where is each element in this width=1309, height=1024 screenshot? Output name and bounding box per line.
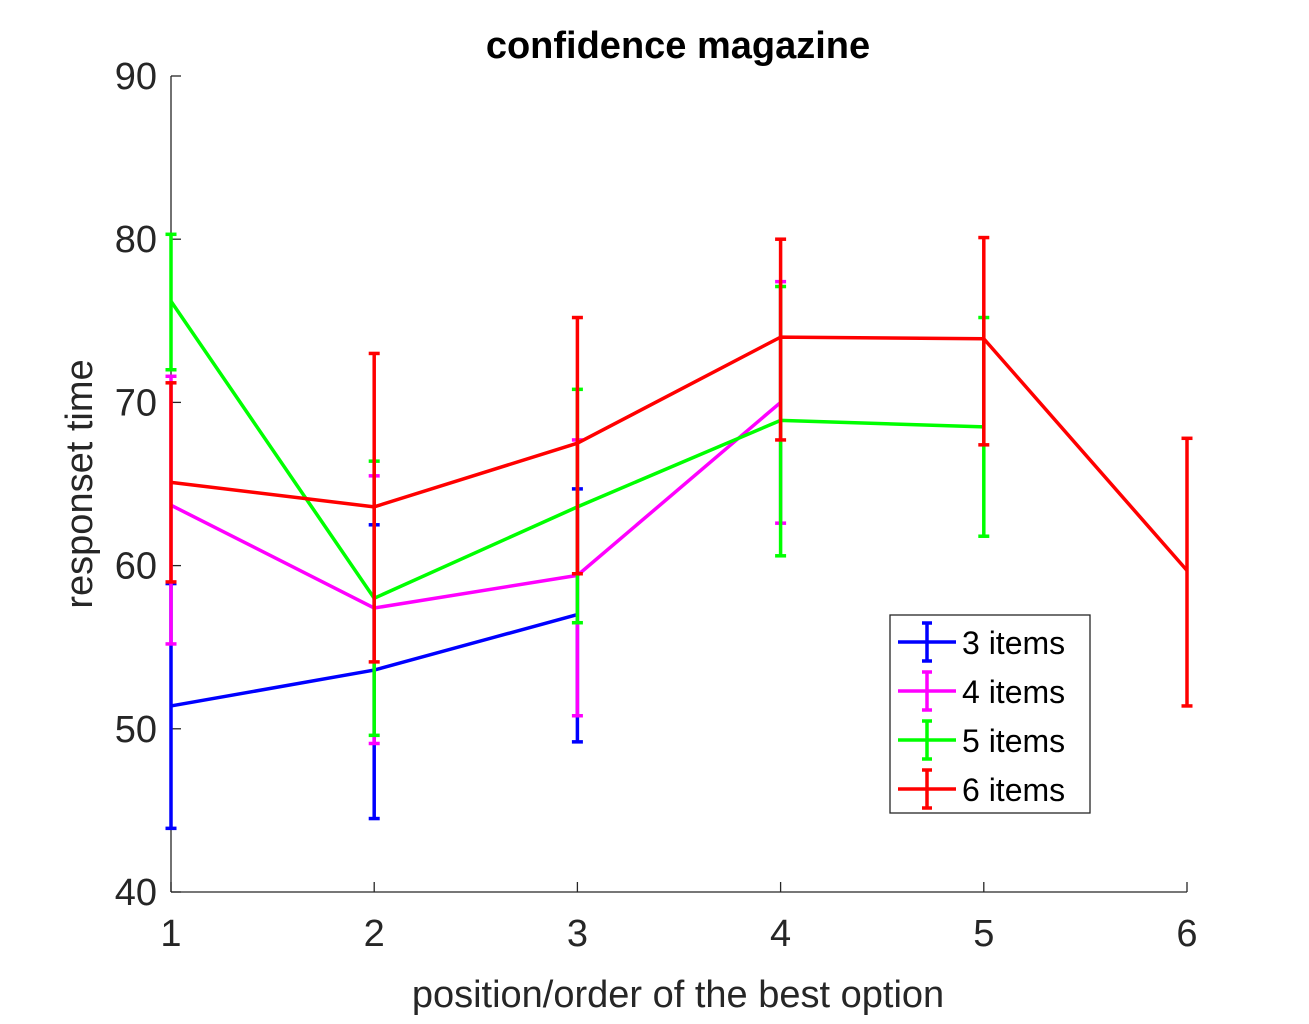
legend-label: 6 items [962,772,1065,808]
y-tick-label: 50 [115,709,157,751]
legend-box [889,614,1091,814]
legend-label: 4 items [962,674,1065,710]
series-2 [165,279,787,746]
legend-entry: 3 items [898,621,1065,663]
series-line [170,401,782,610]
legend: 3 items 4 items 5 items 6 items [889,614,1091,814]
series-line [170,335,1189,572]
y-axis-label: responset time [59,359,101,608]
chart-title: confidence magazine [486,25,870,67]
x-tick-label: 5 [973,913,994,955]
x-tick-label: 3 [567,913,588,955]
legend-label: 3 items [962,625,1065,661]
y-tick-label: 70 [115,382,157,424]
y-tick-label: 90 [115,56,157,98]
legend-label: 5 items [962,723,1065,759]
x-tick-label: 4 [770,913,791,955]
series-4 [165,235,1193,708]
y-tick-label: 40 [115,872,157,914]
plot-area [165,232,1193,831]
axes: 1 2 3 4 5 6 40 50 60 70 80 90 [115,56,1198,955]
x-tick-label: 1 [160,913,181,955]
legend-entry: 5 items [898,719,1065,761]
y-tick-label: 60 [115,546,157,588]
legend-entry: 6 items [898,768,1065,810]
y-tick-label: 80 [115,219,157,261]
x-axis-label: position/order of the best option [412,974,944,1016]
x-tick-label: 6 [1176,913,1197,955]
x-tick-label: 2 [364,913,385,955]
legend-entry: 4 items [898,670,1065,712]
